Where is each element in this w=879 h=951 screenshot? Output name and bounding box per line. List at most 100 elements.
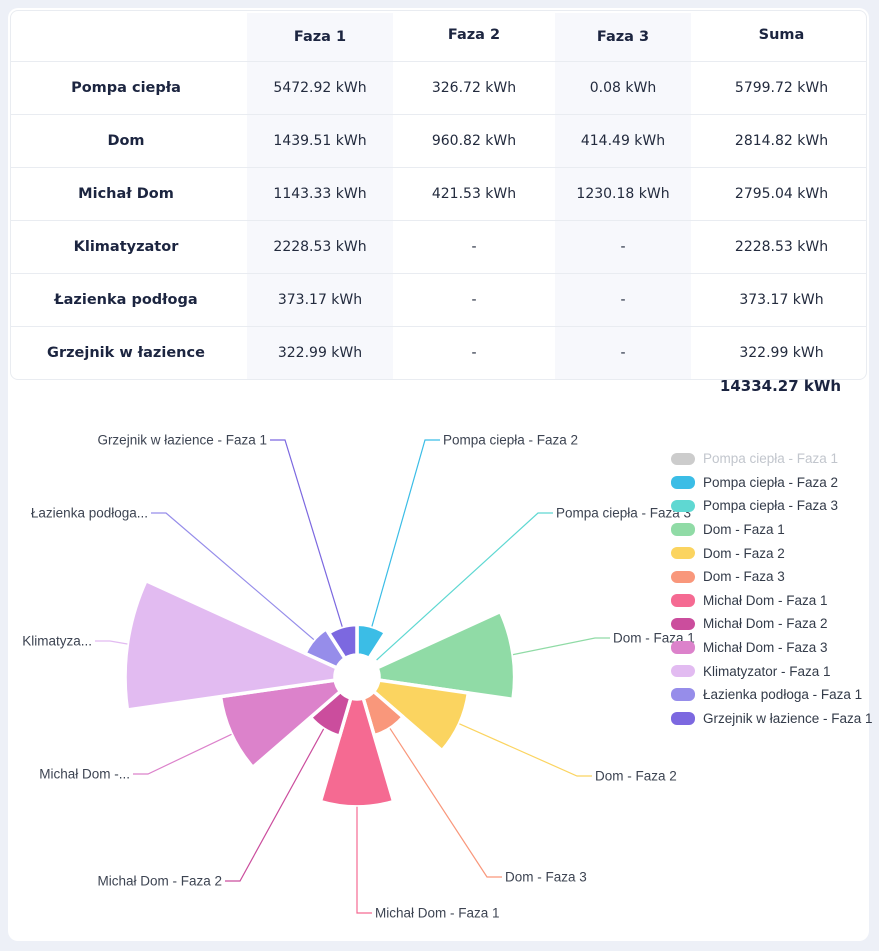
value-cell: 2814.82 kWh xyxy=(734,133,829,149)
legend-swatch-pompa1 xyxy=(671,452,695,466)
dashboard-card: Faza 1 Faza 2 Faza 3 Suma Pompa ciepła 54… xyxy=(8,8,873,941)
row-label: Łazienka podłoga xyxy=(54,292,198,308)
row-label: Pompa ciepła xyxy=(71,80,181,96)
leader-line-dom3 xyxy=(389,728,502,878)
value-cell: 1230.18 kWh xyxy=(549,168,697,220)
legend-item-dom2[interactable]: Dom - Faza 2 xyxy=(671,541,866,565)
legend-label: Dom - Faza 3 xyxy=(703,569,785,585)
legend-label: Michał Dom - Faza 3 xyxy=(703,640,828,656)
value-cell: - xyxy=(549,274,697,326)
legend-swatch-dom3 xyxy=(671,570,695,584)
legend-label: Dom - Faza 2 xyxy=(703,545,785,561)
chart-label-grzejnik: Grzejnik w łazience - Faza 1 xyxy=(97,433,267,448)
table-row: Michał Dom 1143.33 kWh 421.53 kWh 1230.18 k… xyxy=(11,168,866,221)
legend-swatch-michal2 xyxy=(671,617,695,631)
header-cell-faza3: Faza 3 xyxy=(549,11,697,61)
legend-label: Michał Dom - Faza 2 xyxy=(703,616,828,632)
header-cell-faza2: Faza 2 xyxy=(447,27,501,43)
value-cell: 373.17 kWh xyxy=(739,292,824,308)
legend-item-pompa2[interactable]: Pompa ciepła - Faza 2 xyxy=(671,471,866,495)
leader-line-michal1 xyxy=(356,806,372,914)
value-cell: 322.99 kWh xyxy=(739,345,824,361)
chart-label-pompa2: Pompa ciepła - Faza 2 xyxy=(443,433,578,448)
legend-item-michal2[interactable]: Michał Dom - Faza 2 xyxy=(671,612,866,636)
leader-line-dom1 xyxy=(512,637,610,656)
legend-swatch-lazienka xyxy=(671,688,695,701)
legend-item-pompa1[interactable]: Pompa ciepła - Faza 1 xyxy=(671,447,866,471)
value-cell: 373.17 kWh xyxy=(241,274,399,326)
total-row: 14334.27 kWh xyxy=(10,371,865,401)
legend-label: Pompa ciepła - Faza 3 xyxy=(703,498,839,514)
leader-line-michal2 xyxy=(225,728,325,882)
leader-line-michal3 xyxy=(133,733,232,775)
value-cell: 421.53 kWh xyxy=(431,186,517,202)
legend-item-lazienka[interactable]: Łazienka podłoga - Faza 1 xyxy=(671,683,866,707)
legend-item-michal3[interactable]: Michał Dom - Faza 3 xyxy=(671,636,866,660)
table-row: Klimatyzator 2228.53 kWh - - 2228.53 kWh xyxy=(11,221,866,274)
value-cell: 960.82 kWh xyxy=(431,133,517,149)
legend-swatch-dom1 xyxy=(671,523,695,536)
value-cell: 2795.04 kWh xyxy=(734,186,829,202)
value-cell: 326.72 kWh xyxy=(431,80,517,96)
table-header-row: Faza 1 Faza 2 Faza 3 Suma xyxy=(11,11,866,62)
legend-label: Pompa ciepła - Faza 2 xyxy=(703,474,839,490)
value-cell: 5472.92 kWh xyxy=(241,62,399,114)
value-cell: 322.99 kWh xyxy=(241,327,399,379)
legend-swatch-michal3 xyxy=(671,641,695,654)
chart-slice-klima[interactable] xyxy=(123,578,339,712)
legend-item-dom1[interactable]: Dom - Faza 1 xyxy=(671,518,866,542)
table-row: Pompa ciepła 5472.92 kWh 326.72 kWh 0.08 kW… xyxy=(11,62,866,115)
chart-label-klima: Klimatyza... xyxy=(22,634,92,649)
value-cell: 1143.33 kWh xyxy=(241,168,399,220)
legend-label: Łazienka podłoga - Faza 1 xyxy=(703,687,863,703)
table-row: Łazienka podłoga 373.17 kWh - - 373.17 kWh xyxy=(11,274,866,327)
chart-label-lazienka: Łazienka podłoga... xyxy=(31,506,148,521)
chart-label-michal3: Michał Dom -... xyxy=(39,767,130,782)
row-label: Michał Dom xyxy=(78,186,174,202)
legend-swatch-pompa3 xyxy=(671,499,695,513)
table-row: Grzejnik w łazience 322.99 kWh - - 322.99 kW… xyxy=(11,327,866,379)
chart-label-michal1: Michał Dom - Faza 1 xyxy=(375,906,500,921)
chart-slice-michal1[interactable] xyxy=(318,696,396,809)
chart-slice-grzejnik[interactable] xyxy=(326,622,359,661)
chart-slice-pompa2[interactable] xyxy=(355,622,388,661)
value-cell: 5799.72 kWh xyxy=(734,80,829,96)
leader-line-pompa3 xyxy=(376,512,553,661)
legend-item-grzejnik[interactable]: Grzejnik w łazience - Faza 1 xyxy=(671,707,873,731)
value-cell: 1439.51 kWh xyxy=(241,115,399,167)
value-cell: 0.08 kWh xyxy=(549,62,697,114)
chart-slice-michal3[interactable] xyxy=(218,678,343,770)
legend-label: Grzejnik w łazience - Faza 1 xyxy=(703,710,873,726)
legend-label: Pompa ciepła - Faza 1 xyxy=(703,451,839,467)
chart-slice-lazienka[interactable] xyxy=(303,627,347,670)
leader-line-dom2 xyxy=(459,723,592,777)
value-cell: - xyxy=(549,221,697,273)
total-value: 14334.27 kWh xyxy=(719,377,842,395)
legend-swatch-pompa2 xyxy=(671,476,695,489)
legend-swatch-dom2 xyxy=(671,546,695,560)
leader-line-klima xyxy=(95,640,128,645)
legend-item-pompa3[interactable]: Pompa ciepła - Faza 3 xyxy=(671,494,866,518)
legend-label: Michał Dom - Faza 1 xyxy=(703,592,828,608)
row-label: Klimatyzator xyxy=(73,239,179,255)
chart-slice-dom2[interactable] xyxy=(371,678,471,753)
legend-swatch-klima xyxy=(671,664,695,678)
value-cell: - xyxy=(471,239,477,255)
row-label: Grzejnik w łazience xyxy=(47,345,205,361)
legend-label: Dom - Faza 1 xyxy=(703,522,785,538)
chart-slice-dom1[interactable] xyxy=(375,609,517,702)
legend-swatch-michal1 xyxy=(671,594,695,607)
legend-item-klima[interactable]: Klimatyzator - Faza 1 xyxy=(671,659,866,683)
value-cell: 414.49 kWh xyxy=(549,115,697,167)
row-label: Dom xyxy=(107,133,145,149)
legend-item-dom3[interactable]: Dom - Faza 3 xyxy=(671,565,866,589)
value-cell: 2228.53 kWh xyxy=(241,221,399,273)
table-row: Dom 1439.51 kWh 960.82 kWh 414.49 kWh 2814.8… xyxy=(11,115,866,168)
legend-item-michal1[interactable]: Michał Dom - Faza 1 xyxy=(671,589,866,613)
rose-chart: Grzejnik w łazience - Faza 1 Pompa ciepła… xyxy=(22,433,695,921)
chart-label-michal2: Michał Dom - Faza 2 xyxy=(97,874,222,889)
chart-label-pompa3: Pompa ciepła - Faza 3 xyxy=(556,506,691,521)
header-cell-suma: Suma xyxy=(758,27,805,43)
value-cell: - xyxy=(549,327,697,379)
